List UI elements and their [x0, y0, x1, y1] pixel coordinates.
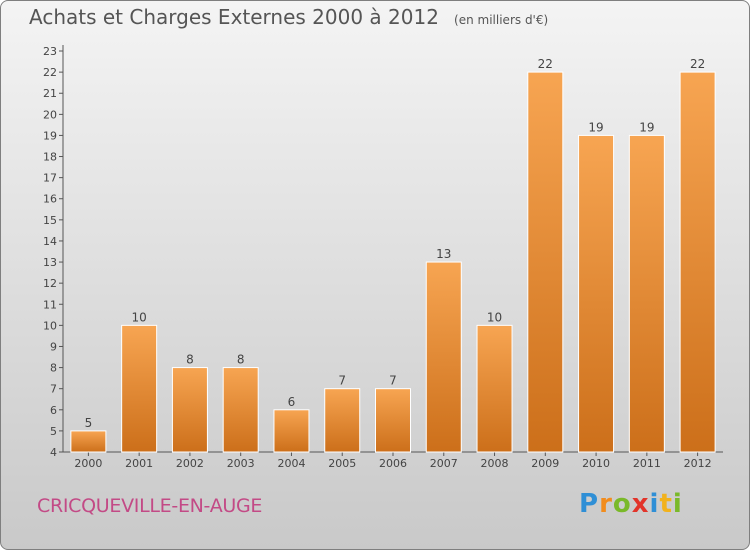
- bar: [476, 324, 513, 453]
- data-label: 13: [436, 247, 451, 261]
- y-tick-label: 13: [43, 256, 57, 269]
- bar: [273, 409, 310, 453]
- y-tick-label: 20: [43, 108, 57, 121]
- bar: [425, 261, 462, 453]
- x-tick-label: 2009: [531, 457, 559, 470]
- data-label: 22: [690, 57, 705, 71]
- data-label: 8: [237, 353, 245, 367]
- x-tick-label: 2004: [277, 457, 305, 470]
- x-tick-label: 2010: [582, 457, 610, 470]
- bar: [679, 71, 716, 453]
- y-tick-label: 6: [50, 404, 57, 417]
- data-label: 5: [85, 416, 93, 430]
- bars: [70, 71, 716, 453]
- data-label: 7: [389, 374, 397, 388]
- bar: [578, 134, 615, 453]
- x-tick-label: 2008: [481, 457, 509, 470]
- data-label: 6: [288, 395, 296, 409]
- proxiti-logo: Proxiti: [579, 489, 683, 519]
- x-tick-label: 2000: [74, 457, 102, 470]
- bar: [628, 134, 665, 453]
- town-name: CRICQUEVILLE-EN-AUGE: [37, 495, 263, 517]
- y-tick-label: 16: [43, 193, 57, 206]
- x-tick-label: 2007: [430, 457, 458, 470]
- bar: [527, 71, 564, 453]
- bar: [171, 367, 208, 453]
- data-label: 19: [639, 120, 654, 134]
- y-tick-label: 11: [43, 298, 57, 311]
- y-tick-label: 14: [43, 235, 57, 248]
- chart-unit: (en milliers d'€): [454, 13, 549, 27]
- data-labels: 5 10 8 8 6 7 7 13 10 22 19 19 22: [85, 57, 706, 430]
- data-label: 22: [538, 57, 553, 71]
- y-tick-label: 23: [43, 45, 57, 58]
- y-tick-label: 12: [43, 277, 57, 290]
- data-label: 19: [588, 120, 603, 134]
- y-tick-label: 10: [43, 319, 57, 332]
- data-label: 10: [487, 310, 502, 324]
- y-tick-label: 7: [50, 383, 57, 396]
- x-tick-label: 2012: [684, 457, 712, 470]
- x-tick-label: 2005: [328, 457, 356, 470]
- axes: 4 5 6 7 8 9 10 11 12 13 14 15 16 17 18 19 20 21 22 23 2000 20…: [43, 45, 723, 470]
- bar: [121, 324, 158, 453]
- y-tick-label: 19: [43, 129, 57, 142]
- bar: [70, 430, 107, 453]
- data-label: 10: [132, 310, 147, 324]
- bar: [375, 388, 411, 453]
- y-tick-label: 21: [43, 87, 57, 100]
- y-tick-label: 4: [50, 446, 57, 459]
- y-tick-label: 5: [50, 425, 57, 438]
- y-tick-label: 22: [43, 66, 57, 79]
- x-tick-label: 2003: [227, 457, 255, 470]
- data-label: 7: [338, 374, 346, 388]
- y-tick-label: 9: [50, 340, 57, 353]
- bar: [324, 388, 361, 453]
- x-tick-label: 2011: [633, 457, 661, 470]
- y-tick-label: 17: [43, 172, 57, 185]
- chart-title: Achats et Charges Externes 2000 à 2012: [29, 5, 439, 29]
- y-tick-label: 8: [50, 362, 57, 375]
- title-row: Achats et Charges Externes 2000 à 2012 (…: [29, 5, 548, 29]
- x-tick-label: 2001: [125, 457, 153, 470]
- y-tick-label: 18: [43, 151, 57, 164]
- y-tick-label: 15: [43, 214, 57, 227]
- data-label: 8: [186, 353, 194, 367]
- x-tick-label: 2002: [176, 457, 204, 470]
- bar: [222, 367, 259, 453]
- x-tick-label: 2006: [379, 457, 407, 470]
